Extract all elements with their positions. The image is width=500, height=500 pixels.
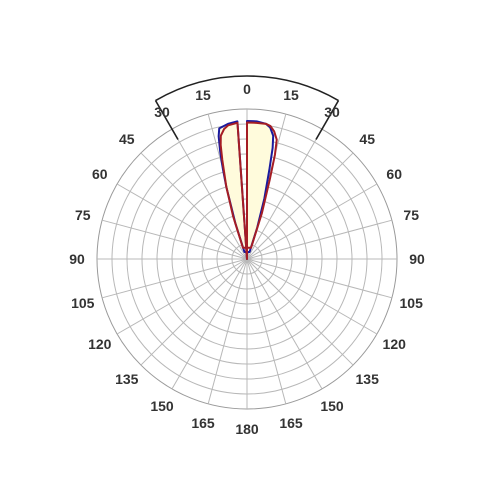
tick-label-15: 15 bbox=[283, 87, 299, 103]
grid-spoke-60 bbox=[246, 183, 378, 260]
tick-label-m165: 165 bbox=[191, 415, 215, 431]
grid-spoke-75 bbox=[246, 219, 393, 260]
tick-label-180: 180 bbox=[235, 421, 259, 437]
tick-label-75: 75 bbox=[403, 207, 419, 223]
intensity-curves bbox=[217, 120, 278, 260]
tick-label-m150: 150 bbox=[150, 398, 174, 414]
tick-label-m120: 120 bbox=[88, 336, 112, 352]
tick-label-90: 90 bbox=[409, 251, 425, 267]
tick-label-165: 165 bbox=[279, 415, 303, 431]
tick-label-60: 60 bbox=[386, 166, 402, 182]
tick-label-105: 105 bbox=[400, 295, 424, 311]
grid-spoke-300 bbox=[116, 183, 248, 260]
tick-label-30: 30 bbox=[324, 104, 340, 120]
grid-spoke-135 bbox=[246, 258, 354, 366]
highlight-sector bbox=[154, 75, 340, 140]
angle-tick-labels: 0 15 15 30 30 45 45 60 60 75 75 90 90 105 105 120 120 135… bbox=[69, 81, 425, 437]
grid-spoke-330 bbox=[171, 128, 248, 260]
tick-label-m75: 75 bbox=[75, 207, 91, 223]
sector-arc bbox=[155, 75, 339, 102]
tick-label-m60: 60 bbox=[92, 166, 108, 182]
tick-label-45: 45 bbox=[359, 131, 375, 147]
tick-label-150: 150 bbox=[320, 398, 344, 414]
grid-spoke-225 bbox=[140, 258, 248, 366]
sector-edge-right bbox=[315, 100, 340, 140]
tick-label-m105: 105 bbox=[71, 295, 95, 311]
grid-spoke-210 bbox=[171, 258, 248, 390]
grid-spoke-255 bbox=[101, 258, 248, 299]
grid-spoke-165 bbox=[246, 258, 287, 405]
tick-label-0: 0 bbox=[243, 81, 251, 97]
grid-spoke-240 bbox=[116, 258, 248, 335]
sector-edge-left bbox=[154, 100, 179, 140]
grid-spoke-30 bbox=[246, 128, 323, 260]
grid-spoke-315 bbox=[140, 152, 248, 260]
tick-label-m30: 30 bbox=[154, 104, 170, 120]
grid-spoke-285 bbox=[101, 219, 248, 260]
tick-label-120: 120 bbox=[383, 336, 407, 352]
tick-label-135: 135 bbox=[356, 371, 380, 387]
tick-label-m45: 45 bbox=[119, 131, 135, 147]
tick-label-m90: 90 bbox=[69, 251, 85, 267]
tick-label-m15: 15 bbox=[195, 87, 211, 103]
grid-spoke-120 bbox=[246, 258, 378, 335]
series-line-2 bbox=[219, 121, 278, 260]
tick-label-m135: 135 bbox=[115, 371, 139, 387]
grid-spoke-45 bbox=[246, 152, 354, 260]
grid-spoke-105 bbox=[246, 258, 393, 299]
grid-spoke-195 bbox=[207, 258, 248, 405]
grid-spoke-150 bbox=[246, 258, 323, 390]
